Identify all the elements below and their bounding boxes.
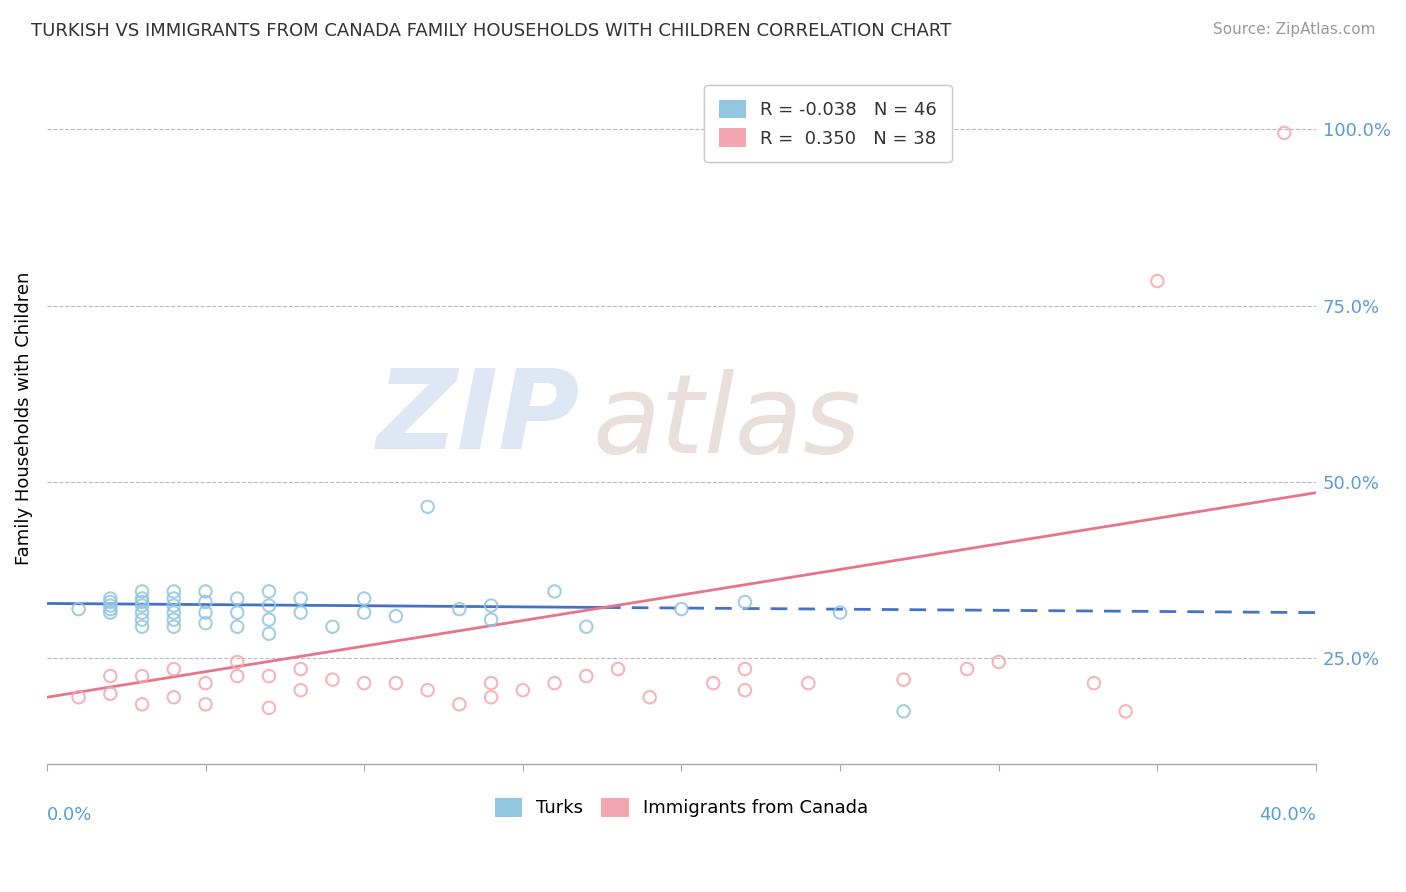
Point [353,676,375,690]
Point [353,606,375,620]
Point [98,687,121,701]
Point [479,613,502,627]
Point [226,606,249,620]
Point [257,701,280,715]
Point [131,698,153,712]
Point [1146,274,1168,288]
Point [797,676,820,690]
Point [98,591,121,606]
Point [543,676,565,690]
Point [131,591,153,606]
Point [353,591,375,606]
Point [226,591,249,606]
Point [226,669,249,683]
Point [163,620,186,634]
Point [385,609,408,624]
Point [479,676,502,690]
Point [67,690,90,705]
Point [257,584,280,599]
Point [257,613,280,627]
Point [257,599,280,613]
Point [98,595,121,609]
Point [194,676,217,690]
Point [131,595,153,609]
Text: atlas: atlas [593,368,862,475]
Point [893,704,915,718]
Point [479,599,502,613]
Point [131,669,153,683]
Point [98,606,121,620]
Point [98,669,121,683]
Point [131,606,153,620]
Point [257,669,280,683]
Point [607,662,630,676]
Point [893,673,915,687]
Point [290,606,312,620]
Point [226,655,249,669]
Point [321,673,343,687]
Point [163,662,186,676]
Point [194,616,217,631]
Text: 40.0%: 40.0% [1260,805,1316,823]
Point [1115,704,1137,718]
Point [257,627,280,641]
Point [575,669,598,683]
Point [416,500,439,514]
Point [163,606,186,620]
Point [321,620,343,634]
Point [290,683,312,698]
Y-axis label: Family Households with Children: Family Households with Children [15,272,32,566]
Point [1083,676,1105,690]
Point [449,602,471,616]
Point [479,690,502,705]
Point [638,690,661,705]
Text: Source: ZipAtlas.com: Source: ZipAtlas.com [1212,22,1375,37]
Point [163,584,186,599]
Point [543,584,565,599]
Legend: R = -0.038   N = 46, R =  0.350   N = 38: R = -0.038 N = 46, R = 0.350 N = 38 [704,86,952,162]
Point [194,595,217,609]
Point [67,602,90,616]
Text: 0.0%: 0.0% [46,805,93,823]
Point [512,683,534,698]
Point [734,595,756,609]
Point [163,690,186,705]
Point [671,602,693,616]
Point [163,599,186,613]
Point [131,599,153,613]
Point [163,591,186,606]
Point [734,683,756,698]
Point [131,620,153,634]
Point [98,599,121,613]
Point [702,676,724,690]
Point [194,606,217,620]
Point [416,683,439,698]
Point [194,584,217,599]
Point [98,602,121,616]
Point [290,662,312,676]
Point [830,606,852,620]
Point [734,662,756,676]
Point [1272,126,1295,140]
Text: TURKISH VS IMMIGRANTS FROM CANADA FAMILY HOUSEHOLDS WITH CHILDREN CORRELATION CH: TURKISH VS IMMIGRANTS FROM CANADA FAMILY… [31,22,952,40]
Point [385,676,408,690]
Text: ZIP: ZIP [377,365,579,472]
Point [575,620,598,634]
Point [131,584,153,599]
Point [956,662,979,676]
Point [131,613,153,627]
Point [987,655,1010,669]
Point [226,620,249,634]
Point [194,698,217,712]
Point [449,698,471,712]
Point [163,613,186,627]
Point [290,591,312,606]
